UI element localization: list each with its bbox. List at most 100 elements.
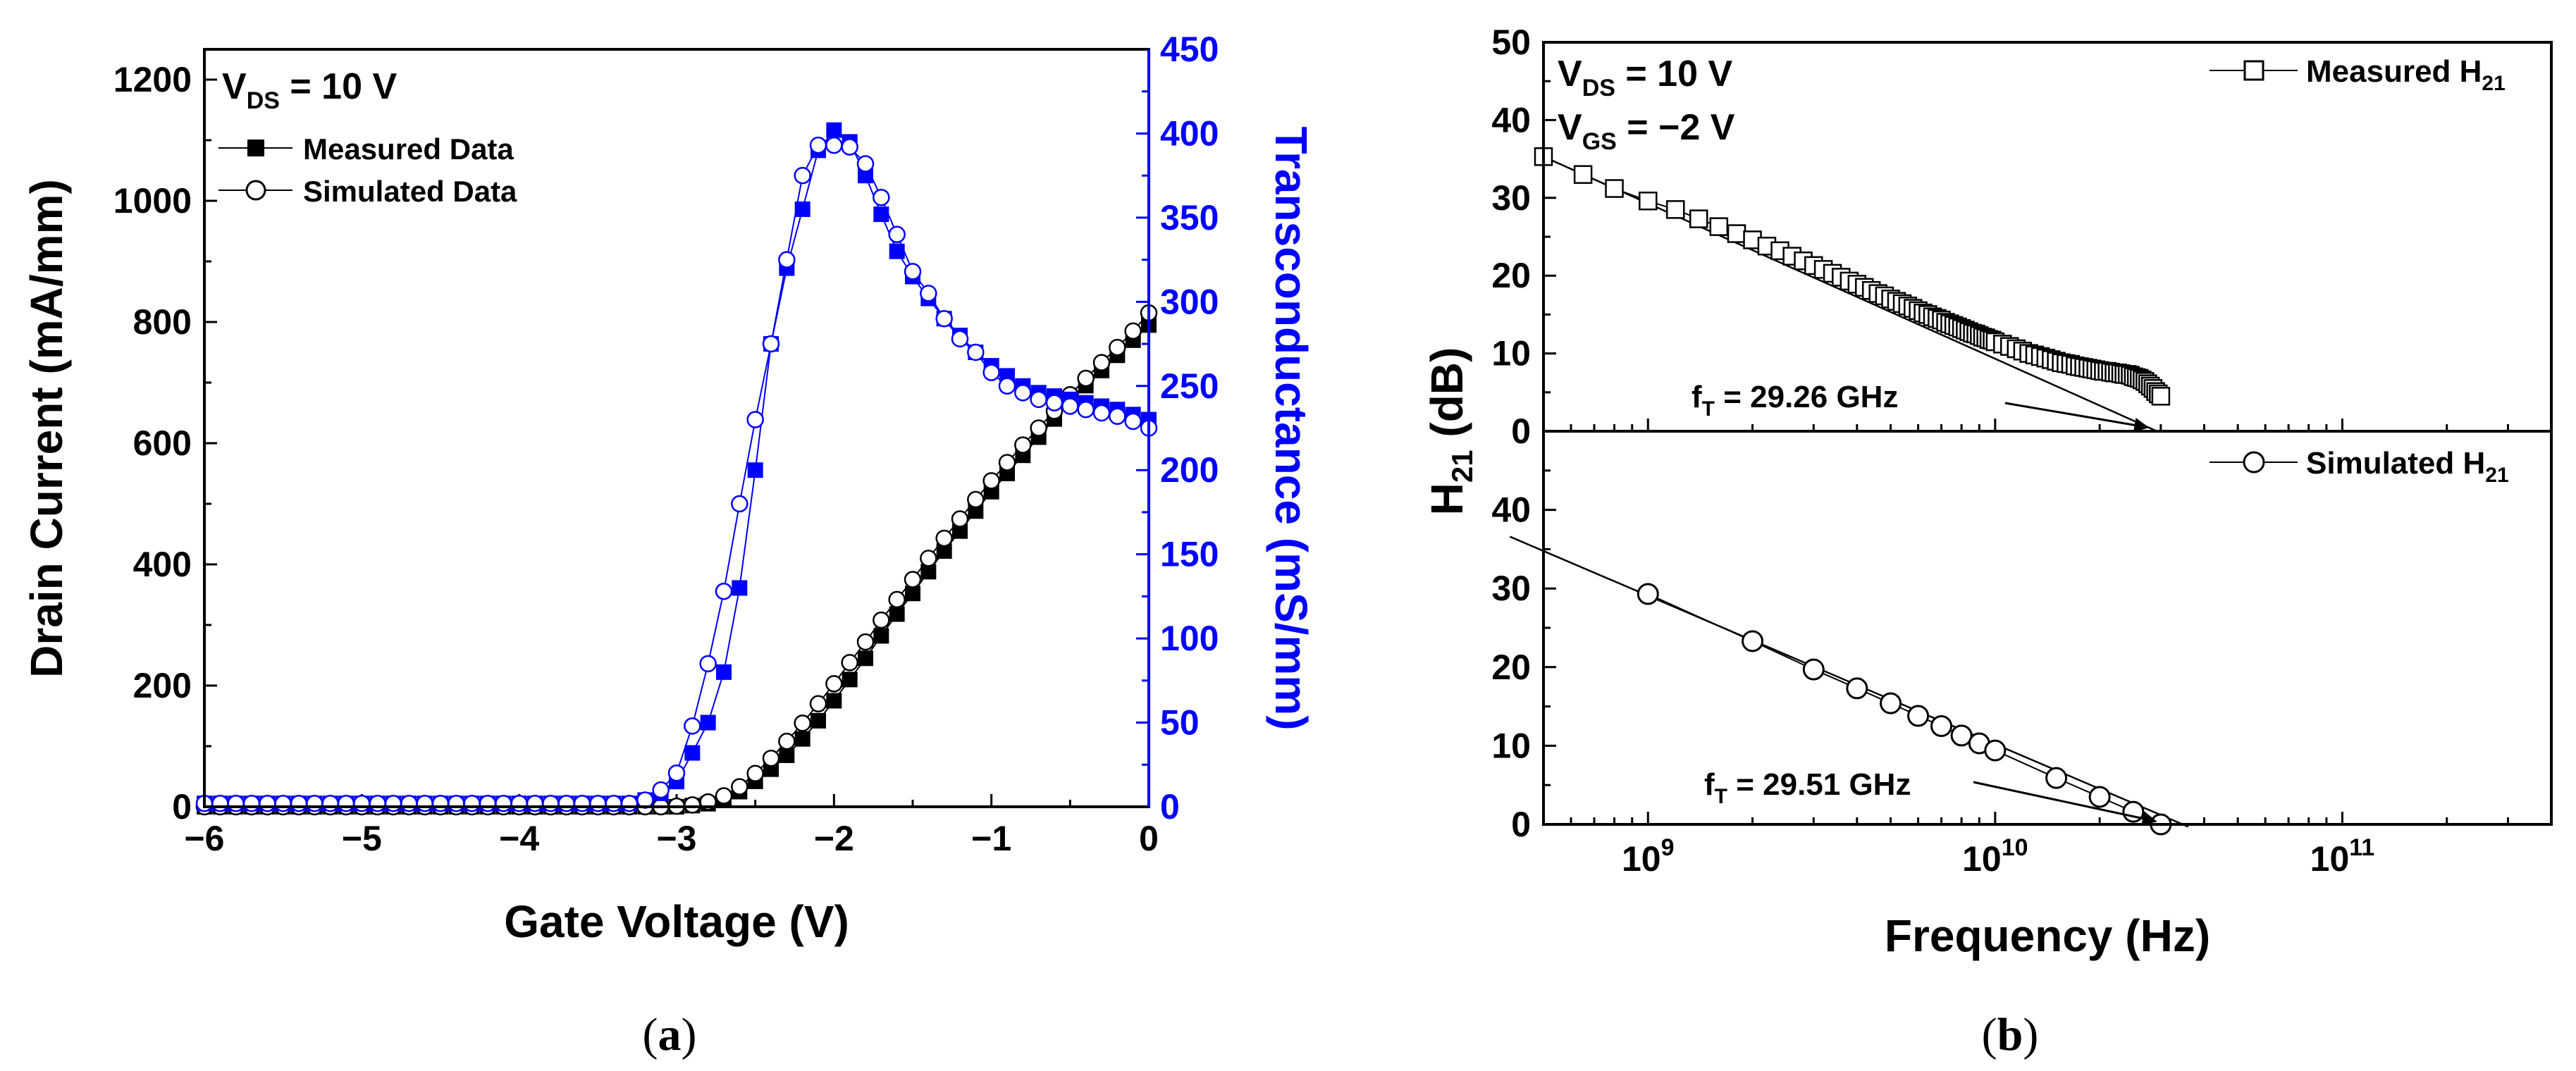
data-point-circle	[888, 590, 906, 609]
data-point-circle	[495, 794, 512, 812]
data-point-circle	[809, 695, 827, 713]
data-point-circle	[1846, 677, 1868, 700]
annotation-arrow	[2004, 402, 2150, 433]
data-point-circle	[1124, 412, 1142, 431]
data-point-square	[952, 523, 968, 539]
data-point-circle	[794, 166, 811, 185]
data-point-square	[2151, 387, 2171, 406]
data-point-circle	[856, 155, 875, 173]
data-point-square	[842, 671, 858, 688]
data-point-circle	[920, 550, 937, 567]
data-point-circle	[337, 794, 355, 812]
data-point-square	[858, 650, 873, 667]
data-point-circle	[510, 794, 528, 812]
legend-simulated-h21-label: Simulated H21	[2306, 446, 2509, 487]
data-point-square	[684, 745, 701, 761]
data-point-circle	[998, 454, 1016, 471]
data-point-circle	[684, 796, 701, 814]
data-point-circle	[1907, 705, 1930, 727]
y2-tick-label: 300	[1160, 282, 1219, 321]
data-point-circle	[2045, 767, 2068, 789]
data-point-circle	[526, 794, 544, 812]
data-point-circle	[321, 794, 339, 812]
panel-b-caption: (b)	[1982, 1009, 2039, 1060]
y-tick-label: 20	[1491, 648, 1531, 687]
panel-b: 109 1010 1011 0 10 20 30 40 50 0 10 20 30 40 VDS = 10…	[1422, 23, 2553, 1060]
y2-tick-label: 250	[1160, 366, 1219, 406]
data-point-circle	[557, 794, 575, 812]
data-point-circle	[935, 309, 953, 328]
data-point-circle	[1637, 583, 1659, 605]
data-point-circle	[1109, 407, 1126, 426]
data-point-circle	[1014, 384, 1032, 402]
data-point-circle	[762, 335, 780, 353]
panel-a-ylabel: Drain Current (mA/mm)	[21, 179, 72, 678]
y-tick-label: 1200	[113, 60, 192, 99]
y2-tick-label: 100	[1160, 619, 1219, 658]
data-point-circle	[290, 794, 308, 812]
panel-a-vds-label: VDS = 10 V	[222, 66, 397, 114]
legend-measured-h21-label: Measured H21	[2306, 54, 2506, 95]
data-point-circle	[448, 794, 465, 812]
y-tick-label: 10	[1491, 726, 1531, 765]
data-point-circle	[384, 794, 402, 812]
data-point-circle	[856, 633, 875, 651]
legend-measured-marker	[247, 140, 264, 156]
x-tick-label: −4	[499, 819, 539, 858]
y-tick-label: 400	[133, 545, 192, 584]
data-point-square	[826, 122, 842, 138]
data-point-circle	[1880, 692, 1902, 714]
data-point-square	[716, 664, 732, 680]
y-tick-label: 200	[133, 666, 192, 705]
data-point-circle	[998, 377, 1016, 395]
data-point-square	[700, 714, 716, 731]
data-point-square	[873, 206, 889, 223]
panel-a-caption: (a)	[643, 1009, 697, 1060]
y-tick-label: 10	[1491, 334, 1531, 373]
data-point-circle	[935, 529, 953, 547]
panel-a-series	[195, 122, 1158, 816]
panel-b-vgs-label: VGS = −2 V	[1558, 107, 1735, 155]
data-point-square	[826, 693, 842, 709]
data-point-square	[936, 543, 952, 559]
data-point-circle	[667, 764, 686, 782]
y2-tick-label: 0	[1160, 787, 1180, 827]
x-tick-label: 1011	[2310, 834, 2375, 879]
x-tick-label: 109	[1622, 834, 1675, 879]
data-point-circle	[463, 794, 481, 812]
data-point-circle	[841, 654, 858, 671]
x-tick-label: −5	[342, 819, 382, 858]
data-point-square	[1727, 224, 1746, 243]
y-tick-label: 30	[1491, 569, 1531, 608]
data-point-circle	[211, 794, 229, 812]
panel-a-xlabel: Gate Voltage (V)	[504, 896, 849, 947]
data-point-circle	[652, 781, 670, 799]
panel-b-ticks: 109 1010 1011 0 10 20 30 40 50 0 10 20 30 40	[1491, 23, 2553, 879]
data-point-circle	[1045, 394, 1064, 411]
panel-b-legend-measured: Measured H21	[2210, 54, 2506, 95]
y-tick-label: 0	[1511, 411, 1531, 451]
data-point-circle	[715, 787, 733, 805]
panel-a-ticks: −6 −5 −4 −3 −2 −1 0020040060080010001200050100…	[113, 30, 1219, 858]
data-point-circle	[904, 571, 922, 588]
legend-measured-label: Measured Data	[303, 132, 514, 166]
data-point-circle	[825, 675, 843, 693]
data-point-circle	[259, 794, 276, 812]
data-point-circle	[1950, 724, 1973, 747]
y-tick-label: 800	[133, 302, 192, 342]
legend-simulated-marker	[245, 180, 266, 201]
data-point-circle	[1030, 390, 1047, 409]
data-point-circle	[1930, 715, 1953, 737]
data-point-square	[873, 628, 889, 644]
data-point-circle	[542, 794, 560, 812]
data-point-circle	[841, 138, 858, 156]
data-point-circle	[825, 136, 843, 154]
data-point-circle	[369, 794, 386, 812]
panel-a-legend: Measured Data Simulated Data	[218, 132, 517, 208]
data-point-square	[1573, 165, 1593, 184]
panel-a-y2label: Transconductance (mS/mm)	[1266, 126, 1317, 730]
data-point-square	[889, 606, 905, 622]
panel-b-plot-frame	[1542, 41, 2553, 826]
x-tick-label: −3	[656, 819, 696, 858]
y-tick-label: 40	[1491, 100, 1531, 140]
